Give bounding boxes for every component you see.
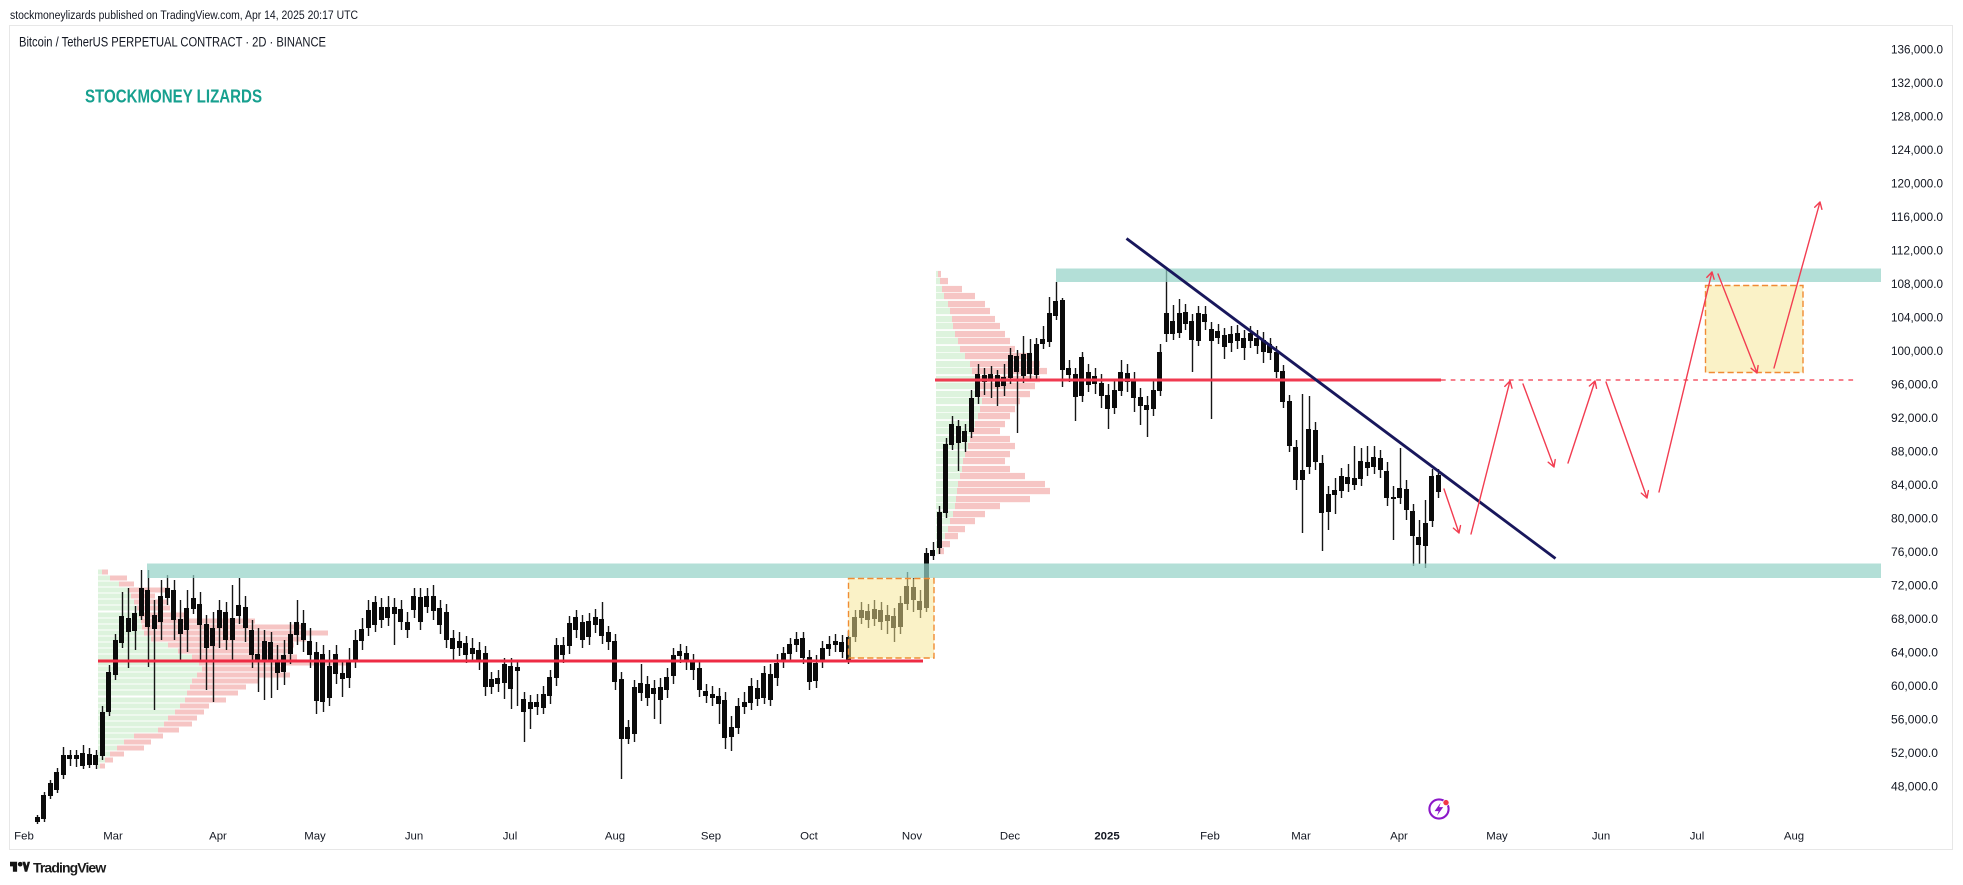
svg-text:108,000.0: 108,000.0 [1891,277,1943,291]
svg-text:136,000.0: 136,000.0 [1891,43,1943,57]
svg-text:Sep: Sep [701,831,721,843]
svg-text:Apr: Apr [1390,831,1408,843]
svg-text:72,000.0: 72,000.0 [1891,579,1938,593]
svg-text:76,000.0: 76,000.0 [1891,545,1938,559]
svg-text:68,000.0: 68,000.0 [1891,612,1938,626]
svg-text:Aug: Aug [605,831,625,843]
svg-text:2025: 2025 [1094,831,1120,843]
svg-text:132,000.0: 132,000.0 [1891,76,1943,90]
svg-text:80,000.0: 80,000.0 [1891,512,1938,526]
svg-text:96,000.0: 96,000.0 [1891,378,1938,392]
svg-text:Nov: Nov [902,831,923,843]
svg-text:128,000.0: 128,000.0 [1891,110,1943,124]
svg-text:104,000.0: 104,000.0 [1891,311,1943,325]
svg-text:84,000.0: 84,000.0 [1891,478,1938,492]
svg-text:100,000.0: 100,000.0 [1891,344,1943,358]
svg-text:52,000.0: 52,000.0 [1891,746,1938,760]
svg-text:Feb: Feb [14,831,34,843]
svg-text:64,000.0: 64,000.0 [1891,646,1938,660]
svg-text:Jun: Jun [1592,831,1610,843]
svg-text:120,000.0: 120,000.0 [1891,177,1943,191]
svg-text:116,000.0: 116,000.0 [1891,210,1943,224]
svg-text:STOCKMONEY LIZARDS: STOCKMONEY LIZARDS [85,87,262,107]
svg-text:Mar: Mar [103,831,123,843]
svg-text:56,000.0: 56,000.0 [1891,713,1938,727]
svg-text:60,000.0: 60,000.0 [1891,679,1938,693]
svg-text:TradingView: TradingView [33,860,106,876]
svg-text:92,000.0: 92,000.0 [1891,411,1938,425]
svg-text:88,000.0: 88,000.0 [1891,445,1938,459]
svg-text:48,000.0: 48,000.0 [1891,780,1938,794]
svg-text:Aug: Aug [1784,831,1804,843]
svg-text:124,000.0: 124,000.0 [1891,143,1943,157]
svg-text:Jun: Jun [405,831,423,843]
svg-text:May: May [304,831,326,843]
svg-text:Bitcoin / TetherUS PERPETUAL C: Bitcoin / TetherUS PERPETUAL CONTRACT · … [19,35,326,51]
svg-text:Apr: Apr [209,831,227,843]
svg-text:May: May [1486,831,1508,843]
svg-text:stockmoneylizards published on: stockmoneylizards published on TradingVi… [10,8,358,22]
svg-text:Jul: Jul [1690,831,1705,843]
svg-text:Dec: Dec [1000,831,1021,843]
svg-text:112,000.0: 112,000.0 [1891,244,1943,258]
svg-text:Oct: Oct [800,831,819,843]
svg-text:Feb: Feb [1200,831,1220,843]
svg-text:Jul: Jul [503,831,518,843]
svg-text:Mar: Mar [1291,831,1311,843]
